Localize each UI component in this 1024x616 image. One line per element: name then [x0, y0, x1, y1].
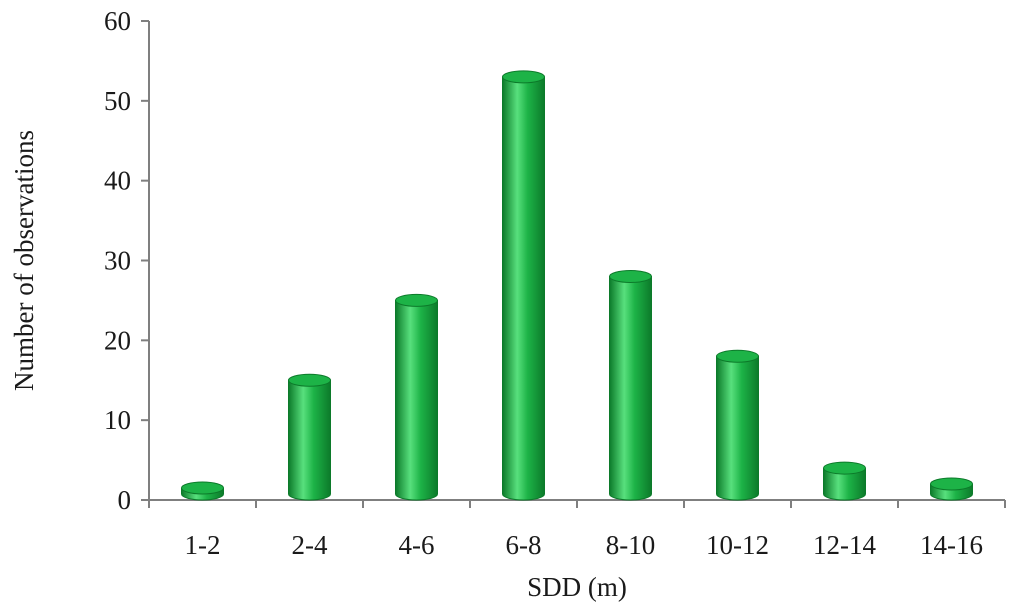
bar-14-16 — [930, 477, 973, 501]
x-tick-label: 4-6 — [399, 530, 435, 560]
y-tick-label: 10 — [104, 405, 131, 435]
y-tick-label: 30 — [104, 246, 131, 276]
x-tick-label: 10-12 — [706, 530, 769, 560]
y-axis-title: Number of observations — [9, 130, 39, 391]
bar-1-2 — [181, 481, 224, 501]
x-tick-label: 14-16 — [920, 530, 983, 560]
y-tick-label: 60 — [104, 6, 131, 36]
bar-8-10 — [609, 269, 652, 501]
y-tick-label: 40 — [104, 166, 131, 196]
y-tick-label: 50 — [104, 86, 131, 116]
x-tick-label: 6-8 — [506, 530, 542, 560]
x-tick-label: 8-10 — [606, 530, 656, 560]
x-tick-label: 1-2 — [185, 530, 221, 560]
bar-6-8 — [502, 70, 545, 501]
x-axis-title: SDD (m) — [527, 572, 627, 602]
x-tick-label: 2-4 — [292, 530, 328, 560]
labels: 0 10 20 30 40 50 60 1-2 2-4 4-6 6-8 8-10 10-12 12-14 1… — [104, 6, 983, 560]
bar-10-12 — [716, 349, 759, 501]
axes — [141, 20, 1006, 508]
x-tick-label: 12-14 — [813, 530, 876, 560]
bar-4-6 — [395, 293, 438, 501]
bars — [181, 70, 973, 501]
y-tick-label: 0 — [118, 485, 132, 515]
y-tick-label: 20 — [104, 325, 131, 355]
bar-12-14 — [823, 461, 866, 501]
bar-2-4 — [288, 373, 331, 501]
